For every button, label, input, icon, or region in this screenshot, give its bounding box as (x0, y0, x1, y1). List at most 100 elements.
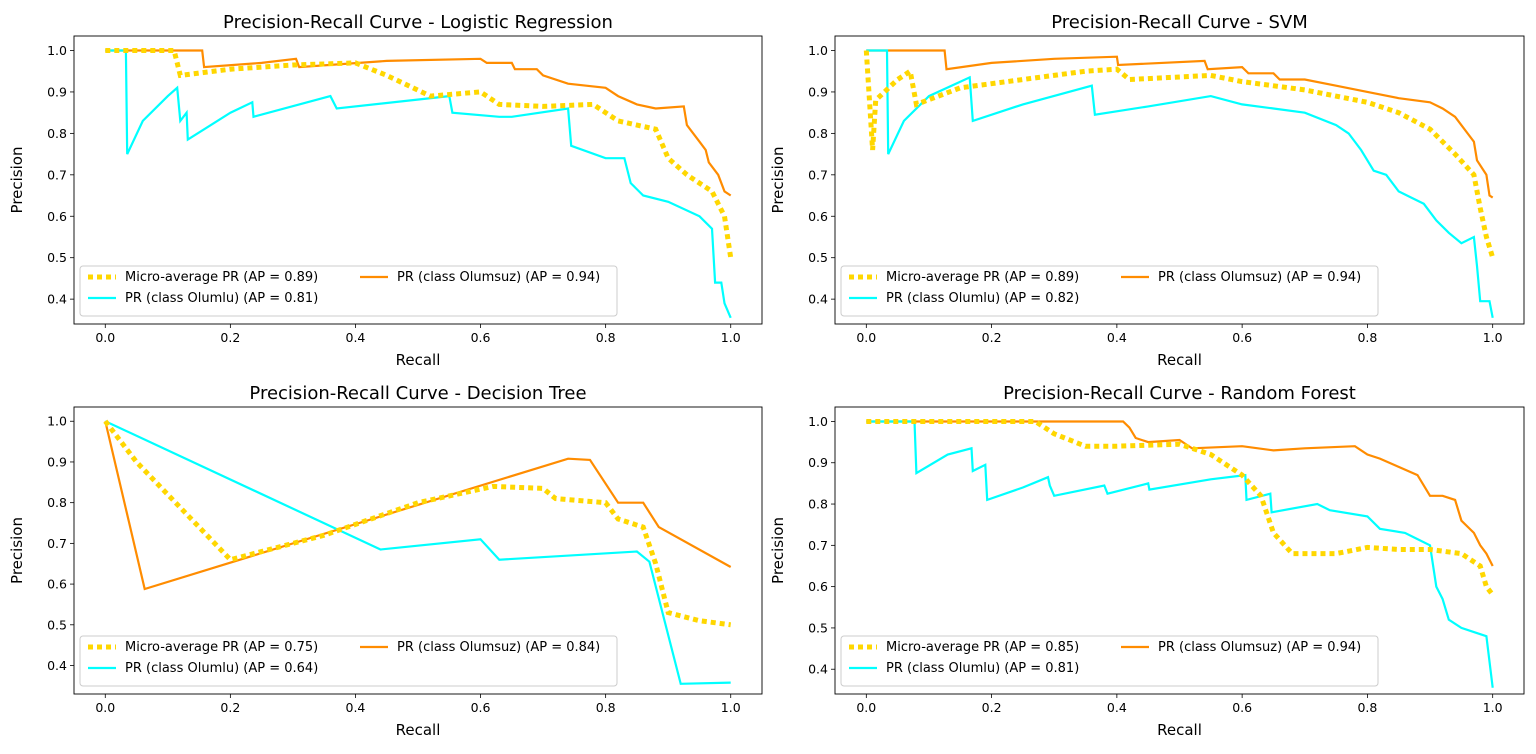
y-tick-label: 1.0 (808, 414, 828, 429)
x-tick-label: 0.4 (1107, 330, 1127, 345)
legend-label-olumsuz: PR (class Olumsuz) (AP = 0.94) (397, 270, 600, 285)
y-tick-label: 0.5 (47, 617, 67, 632)
legend: Micro-average PR (AP = 0.75) PR (class Ol… (79, 635, 618, 687)
legend-label-olumsuz: PR (class Olumsuz) (AP = 0.94) (1158, 270, 1361, 285)
y-tick-label: 0.4 (808, 662, 828, 677)
y-tick-label: 0.8 (808, 126, 828, 141)
legend-label-micro: Micro-average PR (AP = 0.85) (886, 640, 1079, 655)
x-tick-label: 1.0 (721, 330, 741, 345)
series-line-olumlu (105, 49, 732, 319)
x-tick-label: 0.0 (95, 330, 115, 345)
y-tick-label: 0.6 (808, 209, 828, 224)
x-tick-label: 0.6 (1232, 330, 1252, 345)
plot-frame (834, 35, 1525, 325)
series-line-olumsuz (105, 49, 732, 197)
x-axis-label: Recall (396, 721, 441, 739)
plot-frame (73, 35, 763, 325)
legend-label-olumsuz: PR (class Olumsuz) (AP = 0.84) (397, 640, 600, 655)
y-tick-label: 0.5 (47, 250, 67, 265)
y-tick-label: 0.7 (47, 536, 67, 551)
x-tick-label: 0.4 (346, 700, 366, 715)
y-tick-label: 0.7 (808, 167, 828, 182)
plot-frame (73, 406, 763, 695)
pr-chart-3: Precision-Recall Curve - Random Forest Re… (769, 383, 1525, 739)
x-tick-label: 1.0 (721, 700, 741, 715)
series-line-olumsuz (866, 420, 1494, 567)
chart-title: Precision-Recall Curve - Logistic Regres… (223, 12, 613, 33)
series-line-olumlu (866, 49, 1494, 319)
x-tick-label: 0.2 (982, 700, 1002, 715)
y-axis-label: Precision (8, 517, 26, 584)
y-tick-label: 0.8 (808, 497, 828, 512)
y-axis-label: Precision (769, 517, 787, 584)
plot-frame (834, 406, 1525, 695)
x-tick-label: 0.8 (596, 700, 616, 715)
x-tick-label: 0.4 (346, 330, 366, 345)
legend-label-olumlu: PR (class Olumlu) (AP = 0.82) (886, 291, 1079, 306)
series-line-olumlu (104, 420, 731, 685)
x-axis-label: Recall (1157, 721, 1202, 739)
series-line-micro (105, 48, 734, 259)
y-tick-label: 0.5 (808, 250, 828, 265)
pr-chart-0: Precision-Recall Curve - Logistic Regres… (8, 12, 763, 369)
legend: Micro-average PR (AP = 0.89) PR (class Ol… (840, 265, 1379, 317)
x-tick-label: 0.8 (1357, 330, 1377, 345)
legend: Micro-average PR (AP = 0.89) PR (class Ol… (79, 265, 618, 317)
x-tick-label: 1.0 (1483, 700, 1503, 715)
x-tick-label: 1.0 (1483, 330, 1503, 345)
y-tick-label: 0.8 (47, 495, 67, 510)
legend-box (840, 265, 1379, 317)
pr-chart-2: Precision-Recall Curve - Decision Tree Re… (8, 383, 763, 739)
legend-label-olumlu: PR (class Olumlu) (AP = 0.81) (886, 661, 1079, 676)
x-axis-label: Recall (1157, 351, 1202, 369)
legend-box (79, 635, 618, 687)
legend-box (840, 635, 1379, 687)
x-tick-label: 0.2 (982, 330, 1002, 345)
y-tick-label: 1.0 (808, 43, 828, 58)
x-tick-label: 0.4 (1107, 700, 1127, 715)
y-tick-label: 0.4 (47, 658, 67, 673)
y-axis-label: Precision (8, 147, 26, 214)
x-tick-label: 0.0 (856, 700, 876, 715)
series-line-olumsuz (104, 420, 732, 591)
legend-box (79, 265, 618, 317)
y-tick-label: 0.9 (47, 454, 67, 469)
y-tick-label: 0.6 (808, 579, 828, 594)
y-axis-label: Precision (769, 147, 787, 214)
series-line-micro (863, 50, 1496, 259)
x-tick-label: 0.2 (220, 330, 240, 345)
legend-label-micro: Micro-average PR (AP = 0.89) (125, 270, 318, 285)
legend: Micro-average PR (AP = 0.85) PR (class Ol… (840, 635, 1379, 687)
y-tick-label: 0.9 (808, 455, 828, 470)
x-tick-label: 0.6 (471, 330, 491, 345)
x-tick-label: 0.8 (596, 330, 616, 345)
y-tick-label: 0.7 (47, 167, 67, 182)
legend-label-olumlu: PR (class Olumlu) (AP = 0.64) (125, 661, 318, 676)
legend-label-olumlu: PR (class Olumlu) (AP = 0.81) (125, 291, 318, 306)
legend-label-micro: Micro-average PR (AP = 0.89) (886, 270, 1079, 285)
chart-title: Precision-Recall Curve - SVM (1051, 12, 1308, 33)
x-tick-label: 0.6 (1232, 700, 1252, 715)
y-tick-label: 0.4 (47, 292, 67, 307)
y-tick-label: 1.0 (47, 43, 67, 58)
pr-chart-1: Precision-Recall Curve - SVM Recall Precis… (769, 12, 1525, 369)
y-tick-label: 1.0 (47, 414, 67, 429)
y-tick-label: 0.5 (808, 620, 828, 635)
x-tick-label: 0.6 (471, 700, 491, 715)
x-tick-label: 0.2 (220, 700, 240, 715)
x-tick-label: 0.0 (856, 330, 876, 345)
y-tick-label: 0.6 (47, 577, 67, 592)
series-line-micro (103, 419, 732, 628)
y-tick-label: 0.9 (47, 84, 67, 99)
y-tick-label: 0.4 (808, 292, 828, 307)
chart-title: Precision-Recall Curve - Decision Tree (249, 383, 586, 404)
x-tick-label: 0.0 (95, 700, 115, 715)
y-tick-label: 0.6 (47, 209, 67, 224)
x-tick-label: 0.8 (1357, 700, 1377, 715)
y-tick-label: 0.8 (47, 126, 67, 141)
y-tick-label: 0.9 (808, 84, 828, 99)
series-line-micro (866, 419, 1495, 597)
x-axis-label: Recall (396, 351, 441, 369)
chart-title: Precision-Recall Curve - Random Forest (1003, 383, 1356, 404)
